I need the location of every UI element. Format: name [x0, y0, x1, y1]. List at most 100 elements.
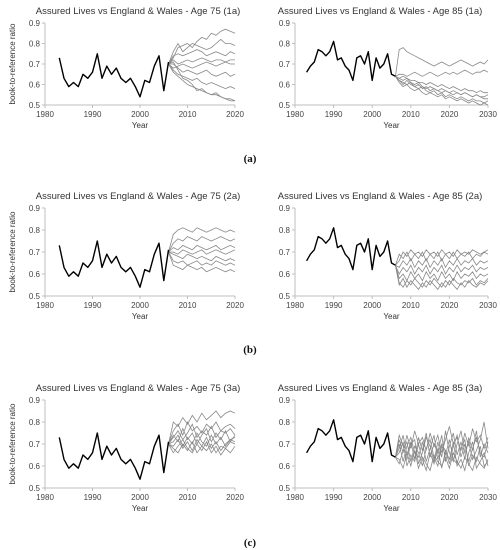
y-axis-label: book-to-reference ratio	[8, 403, 17, 484]
x-tick-label: 2010	[402, 493, 420, 502]
projection-series-line	[168, 423, 236, 445]
projection-series-line	[395, 430, 489, 462]
x-tick-label: 1980	[286, 493, 304, 502]
projection-series-line	[168, 61, 235, 69]
chart-title: Assured Lives vs England & Wales - Age 7…	[36, 6, 241, 17]
y-tick-label: 0.6	[279, 270, 291, 279]
y-tick-label: 0.5	[279, 292, 291, 301]
y-tick-label: 0.6	[29, 81, 41, 90]
y-axis-label: book-to-reference ratio	[8, 211, 17, 292]
y-tick-label: 0.8	[29, 226, 41, 235]
x-tick-label: 2000	[363, 110, 381, 119]
y-tick-label: 0.8	[29, 418, 41, 427]
y-tick-label: 0.5	[29, 292, 41, 301]
y-tick-label: 0.7	[279, 440, 291, 449]
x-tick-label: 2020	[441, 110, 459, 119]
chart-title: Assured Lives vs England & Wales - Age 7…	[36, 191, 241, 202]
projection-series-line	[395, 265, 489, 282]
projection-series-line	[395, 47, 489, 77]
panel-c-right: Assured Lives vs England & Wales - Age 8…	[278, 383, 498, 513]
x-axis-label: Year	[383, 504, 400, 513]
historical-series-line	[306, 40, 396, 82]
x-tick-label: 1980	[286, 301, 304, 310]
x-tick-label: 2010	[179, 110, 197, 119]
x-tick-label: 2010	[402, 110, 420, 119]
panel-c-left: Assured Lives vs England & Wales - Age 7…	[8, 383, 244, 513]
x-axis-label: Year	[132, 121, 149, 130]
projection-series-line	[168, 236, 236, 253]
axes: 0.5 0.6 0.7 0.8 0.9 1980 1990 2000 2010 2020 2030 Y…	[279, 19, 498, 130]
y-tick-label: 0.5	[279, 484, 291, 493]
projection-series-line	[395, 75, 488, 94]
panel-a-right: Assured Lives vs England & Wales - Age 8…	[278, 6, 498, 130]
projection-series-line	[395, 249, 489, 266]
x-tick-label: 2000	[131, 301, 149, 310]
projection-series-line	[168, 438, 236, 456]
x-tick-label: 2020	[441, 301, 459, 310]
y-tick-label: 0.6	[29, 462, 41, 471]
historical-series-line	[305, 227, 396, 271]
x-axis-label: Year	[383, 121, 400, 130]
x-tick-label: 2020	[226, 493, 244, 502]
x-tick-label: 2020	[441, 493, 459, 502]
x-tick-label: 1980	[36, 110, 54, 119]
x-tick-label: 1990	[84, 493, 102, 502]
x-tick-label: 1980	[36, 301, 54, 310]
x-tick-label: 2010	[402, 301, 420, 310]
projection-series-line	[168, 61, 236, 102]
y-tick-label: 0.8	[29, 40, 41, 49]
projection-series-line	[395, 438, 489, 468]
chart-title: Assured Lives vs England & Wales - Age 8…	[278, 383, 483, 394]
y-tick-label: 0.8	[279, 226, 291, 235]
y-tick-label: 0.7	[279, 248, 291, 257]
projection-series-line	[168, 251, 236, 266]
axes: 0.5 0.6 0.7 0.8 0.9 1980 1990 2000 2010 2020 Year b…	[8, 204, 244, 321]
projection-series-line	[168, 28, 236, 65]
x-tick-label: 2010	[179, 301, 197, 310]
y-tick-label: 0.6	[279, 462, 291, 471]
y-tick-label: 0.5	[29, 484, 41, 493]
projection-series-line	[395, 75, 488, 100]
historical-series-line	[58, 240, 170, 288]
y-tick-label: 0.9	[279, 19, 291, 28]
projection-series-line	[395, 76, 489, 104]
projection-series-line	[395, 441, 489, 472]
y-tick-label: 0.7	[279, 60, 291, 69]
projection-series-line	[168, 251, 236, 262]
projection-series-line	[168, 227, 236, 253]
x-tick-label: 2000	[131, 110, 149, 119]
projection-series-line	[168, 410, 236, 445]
projection-series-line	[395, 265, 489, 291]
axes: 0.5 0.6 0.7 0.8 0.9 1980 1990 2000 2010 2020 Year b…	[8, 19, 244, 130]
axes: 0.5 0.6 0.7 0.8 0.9 1980 1990 2000 2010 2020 2030 Y…	[279, 204, 498, 321]
x-tick-label: 1990	[84, 301, 102, 310]
y-axis-label: book-to-reference ratio	[8, 23, 17, 104]
y-tick-label: 0.8	[279, 418, 291, 427]
panel-b-right: Assured Lives vs England & Wales - Age 8…	[278, 191, 498, 321]
x-tick-label: 2000	[363, 301, 381, 310]
projection-series-line	[168, 63, 236, 77]
caption-a: (a)	[244, 153, 257, 165]
y-tick-label: 0.7	[29, 440, 41, 449]
y-tick-label: 0.5	[279, 101, 291, 110]
x-tick-label: 1990	[84, 110, 102, 119]
y-tick-label: 0.6	[279, 81, 291, 90]
x-tick-label: 2030	[479, 493, 497, 502]
projection-series-line	[395, 421, 489, 464]
panel-b-left: Assured Lives vs England & Wales - Age 7…	[8, 191, 244, 321]
projection-series-line	[168, 249, 236, 255]
projection-series-line	[395, 265, 489, 288]
x-tick-label: 2030	[479, 301, 497, 310]
projection-series-line	[168, 421, 236, 445]
projection-series-line	[395, 257, 489, 269]
projection-series-line	[168, 63, 236, 90]
x-tick-label: 2030	[479, 110, 497, 119]
projection-series-line	[395, 426, 489, 458]
y-tick-label: 0.7	[29, 248, 41, 257]
y-tick-label: 0.8	[279, 40, 291, 49]
y-tick-label: 0.9	[279, 396, 291, 405]
x-tick-label: 2000	[131, 493, 149, 502]
x-tick-label: 1990	[325, 301, 343, 310]
x-tick-label: 2020	[226, 110, 244, 119]
